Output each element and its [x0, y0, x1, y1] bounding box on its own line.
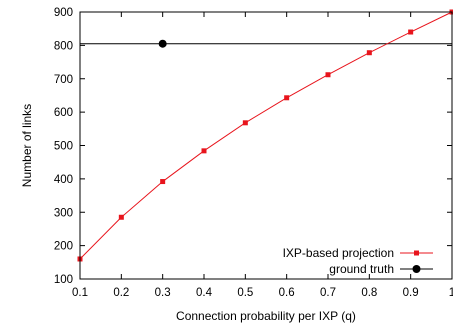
- projection-series-line: [79, 11, 453, 260]
- projection-point: [160, 179, 166, 185]
- y-tick-label: 700: [54, 74, 73, 86]
- x-tick-label: 0.2: [113, 287, 129, 299]
- x-tick-label: 0.9: [403, 287, 419, 299]
- x-tick-label: 1: [449, 287, 453, 299]
- x-tick-label: 0.6: [279, 287, 295, 299]
- y-tick-label: 800: [54, 40, 73, 52]
- y-tick-label: 100: [54, 274, 73, 286]
- x-axis-title: Connection probability per IXP (q): [176, 309, 356, 323]
- x-tick-label: 0.8: [361, 287, 377, 299]
- x-tick-label: 0.4: [196, 287, 213, 299]
- legend-label-projection: IXP-based projection: [283, 246, 394, 260]
- projection-point: [284, 95, 290, 101]
- x-tick-label: 0.7: [320, 287, 336, 299]
- legend-swatch-projection-marker: [414, 250, 419, 256]
- y-tick-label: 500: [54, 141, 73, 153]
- y-tick-label: 200: [54, 241, 73, 253]
- x-tick-label: 0.1: [72, 287, 88, 299]
- projection-point: [408, 29, 414, 35]
- legend: IXP-based projection ground truth: [283, 246, 433, 276]
- y-tick-label: 600: [54, 107, 73, 119]
- legend-label-ground-truth: ground truth: [329, 262, 394, 276]
- y-tick-label: 400: [54, 174, 73, 186]
- y-tick-label: 900: [54, 7, 73, 19]
- projection-point: [118, 214, 124, 220]
- projection-point: [366, 50, 372, 56]
- projection-point: [201, 148, 207, 154]
- projection-point: [242, 120, 248, 126]
- y-axis-title: Number of links: [20, 104, 34, 187]
- plot-frame: [79, 11, 453, 280]
- ground-truth-point: [158, 39, 167, 48]
- x-tick-label: 0.5: [237, 287, 253, 299]
- projection-point: [325, 72, 331, 78]
- y-tick-label: 300: [54, 207, 73, 219]
- legend-swatch-ground-truth-marker: [412, 265, 421, 273]
- x-tick-label: 0.3: [155, 287, 171, 299]
